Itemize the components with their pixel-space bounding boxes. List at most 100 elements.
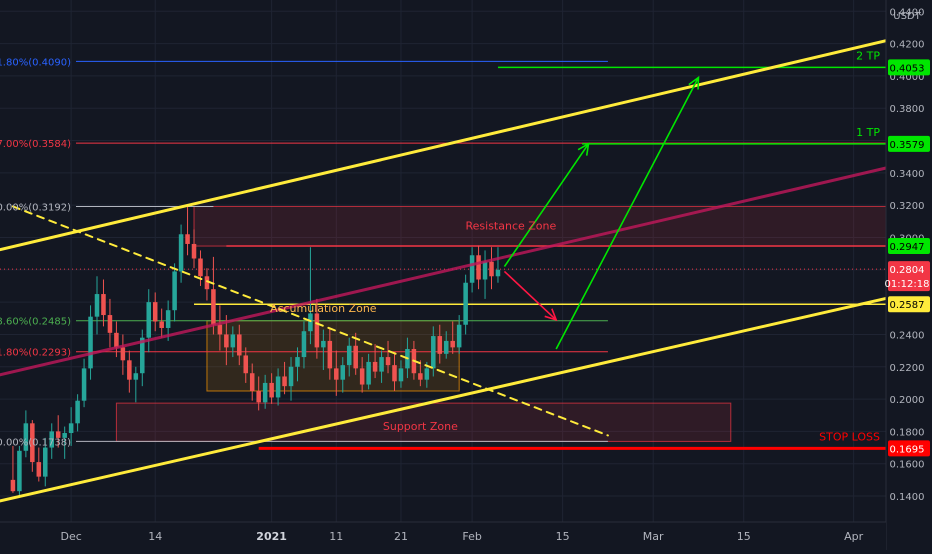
candle-body[interactable] — [43, 447, 48, 477]
price-tick-label: 0.2200 — [890, 363, 925, 374]
candle-body[interactable] — [36, 462, 42, 477]
candle-body[interactable] — [495, 269, 501, 277]
candle-body[interactable] — [30, 423, 35, 463]
candle-body[interactable] — [114, 332, 119, 348]
candle-body[interactable] — [101, 294, 106, 316]
candle-body[interactable] — [398, 368, 404, 382]
stop-loss-label: STOP LOSS — [819, 430, 880, 443]
candle-body[interactable] — [211, 289, 216, 325]
candle-body[interactable] — [385, 357, 391, 366]
candle-body[interactable] — [437, 336, 443, 354]
price-tick-label: 0.4000 — [890, 72, 925, 83]
time-tick-label: 21 — [394, 530, 408, 543]
candle-body[interactable] — [198, 258, 203, 277]
candle-body[interactable] — [334, 368, 339, 380]
candle-body[interactable] — [269, 382, 274, 398]
candle-body[interactable] — [127, 360, 132, 380]
candle-body[interactable] — [75, 400, 80, 424]
descending-trend-line[interactable] — [11, 205, 609, 437]
candle-body[interactable] — [62, 433, 67, 438]
time-axis[interactable]: Dec 14 2021 11 21 Feb 15 Mar 15 Apr — [0, 521, 886, 550]
candle-body[interactable] — [262, 382, 268, 403]
candle-body[interactable] — [288, 366, 294, 387]
price-axis[interactable]: USDT 0.1400 0.1600 0.1800 0.2000 0.2200 0.2400… — [885, 0, 932, 550]
candle-body[interactable] — [359, 368, 365, 385]
candle-body[interactable] — [94, 294, 100, 317]
candle-body[interactable] — [23, 423, 29, 451]
2-tp-label: 2 TP — [856, 49, 880, 62]
price-tick-label: 0.4200 — [890, 40, 925, 51]
support-zone-text: Support Zone — [383, 420, 458, 433]
candle-body[interactable] — [17, 450, 22, 492]
candle-body[interactable] — [152, 302, 158, 322]
candle-body[interactable] — [482, 261, 488, 280]
candle-body[interactable] — [275, 376, 281, 398]
candle-body[interactable] — [372, 361, 378, 372]
price-line-tag-text: 0.4053 — [890, 63, 925, 74]
candle-body[interactable] — [346, 345, 352, 366]
candle-body[interactable] — [230, 334, 236, 348]
candle-body[interactable] — [185, 234, 190, 244]
candle-body[interactable] — [204, 276, 210, 290]
candle-body[interactable] — [191, 243, 197, 259]
candle-body[interactable] — [256, 391, 261, 403]
candle-body[interactable] — [308, 313, 313, 332]
channel-bottom-line[interactable] — [0, 296, 888, 503]
candle-body[interactable] — [366, 361, 371, 385]
candle-body[interactable] — [243, 355, 249, 374]
candle-body[interactable] — [165, 310, 171, 328]
channel-mid-line[interactable] — [0, 166, 888, 377]
candle-body[interactable] — [88, 316, 93, 369]
candle-body[interactable] — [178, 234, 184, 272]
candle-body[interactable] — [314, 313, 320, 348]
candle-body[interactable] — [107, 315, 113, 333]
candle-body[interactable] — [463, 282, 468, 325]
candle-body[interactable] — [295, 357, 300, 367]
time-tick-label: Apr — [844, 530, 864, 543]
candle-body[interactable] — [456, 324, 462, 348]
candle-body[interactable] — [282, 376, 287, 387]
candle-body[interactable] — [489, 261, 494, 277]
candle-body[interactable] — [217, 324, 223, 335]
price-line-tag — [888, 296, 930, 313]
candle-body[interactable] — [301, 331, 307, 358]
candle-body[interactable] — [353, 345, 358, 369]
candle-body[interactable] — [469, 255, 475, 283]
axis-currency-label: USDT — [893, 11, 921, 22]
candle-body[interactable] — [140, 337, 145, 374]
candle-body[interactable] — [120, 347, 126, 361]
support-zone-box[interactable] — [115, 402, 732, 442]
candle-body[interactable] — [81, 368, 87, 401]
candle-body[interactable] — [418, 373, 423, 380]
candle-body[interactable] — [327, 340, 333, 369]
accumulation-zone-box[interactable] — [206, 320, 460, 392]
candle-body[interactable] — [159, 321, 164, 328]
candle-body[interactable] — [49, 431, 55, 448]
candle-body[interactable] — [237, 334, 242, 356]
candle-body[interactable] — [133, 373, 139, 380]
resistance-zone-box[interactable] — [193, 205, 887, 247]
candle-body[interactable] — [379, 357, 384, 372]
time-tick-label: 15 — [737, 530, 751, 543]
candle-body[interactable] — [224, 334, 229, 348]
candle-body[interactable] — [68, 423, 74, 434]
channel-top-line[interactable] — [0, 39, 888, 252]
fib-level-label: -61.80%(0.4090) — [0, 57, 71, 68]
candle-body[interactable] — [340, 365, 346, 380]
candle-body[interactable] — [450, 340, 455, 348]
candle-body[interactable] — [443, 340, 449, 354]
candle-body[interactable] — [10, 479, 16, 492]
candle-body[interactable] — [249, 373, 255, 392]
price-tick-label: 0.1800 — [890, 427, 925, 438]
candle-body[interactable] — [431, 336, 436, 369]
candle-body[interactable] — [172, 271, 177, 311]
candle-body[interactable] — [55, 431, 61, 438]
candle-body[interactable] — [424, 368, 430, 380]
candle-body[interactable] — [392, 365, 397, 382]
candle-body[interactable] — [476, 255, 481, 280]
candle-body[interactable] — [321, 340, 326, 348]
candle-body[interactable] — [146, 302, 152, 338]
price-line-tag-text: 0.2587 — [890, 300, 925, 311]
